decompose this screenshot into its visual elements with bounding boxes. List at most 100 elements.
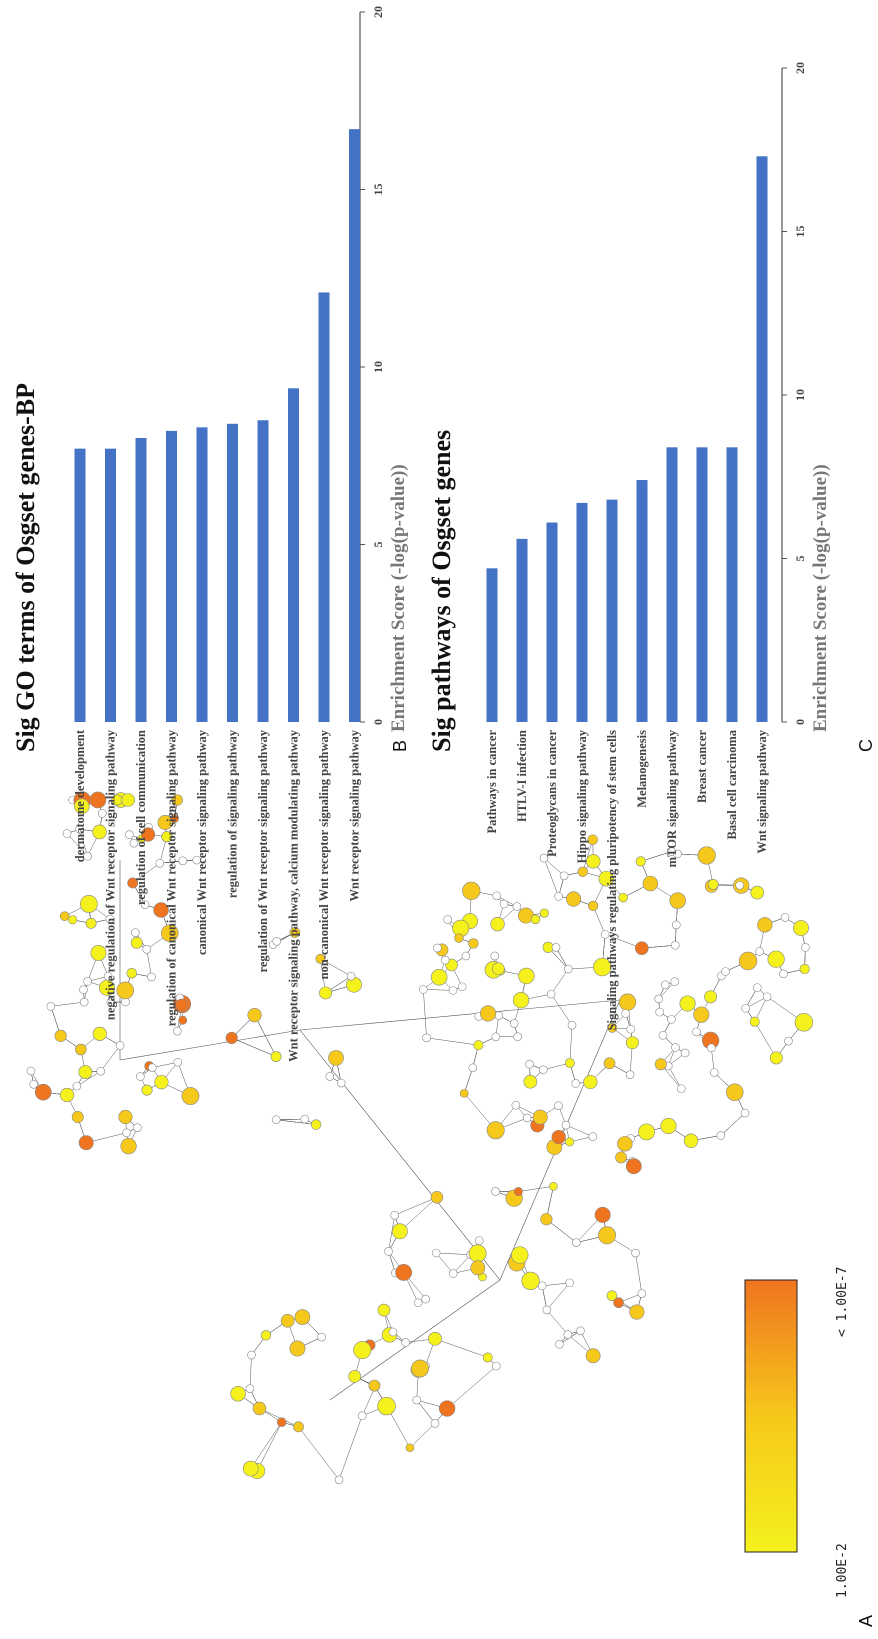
network-node — [735, 880, 744, 890]
category-label: canonical Wnt receptor signaling pathway — [195, 729, 209, 955]
bar — [74, 448, 86, 722]
tick-label: 15 — [793, 226, 807, 238]
pvalue-legend: 1.00E-2 < 1.00E-7 — [744, 1267, 850, 1598]
network-node — [276, 1417, 287, 1428]
network-node — [539, 1065, 548, 1075]
category-label: Wnt signaling pathway — [755, 729, 769, 853]
network-edge — [463, 1067, 474, 1094]
network-node — [116, 981, 135, 1000]
network-node — [513, 1032, 522, 1042]
legend-max-label: < 1.00E-7 — [835, 1267, 850, 1337]
network-node — [618, 892, 628, 903]
network-node — [540, 1213, 553, 1226]
chart-c-axis — [781, 67, 787, 723]
network-node — [625, 1070, 635, 1079]
network-node — [615, 1151, 627, 1164]
network-node — [704, 990, 718, 1004]
network-node — [105, 914, 115, 924]
bar — [105, 448, 116, 722]
network-edge — [146, 949, 152, 977]
network-node — [131, 928, 140, 937]
network-edge — [259, 1408, 299, 1428]
network-node — [391, 1223, 408, 1240]
network-node — [78, 1065, 93, 1079]
network-edge — [423, 989, 454, 991]
network-edge — [426, 1037, 479, 1046]
network-node — [726, 1083, 744, 1102]
network-node — [629, 1304, 645, 1320]
network-edge — [299, 999, 621, 1031]
category-label: regulation of cell communication — [134, 730, 148, 905]
network-node — [348, 1370, 362, 1383]
category-label: Wnt receptor signaling pathway, calcium … — [287, 729, 301, 1062]
network-node — [750, 885, 765, 900]
network-node — [68, 915, 78, 925]
network-node — [272, 936, 281, 946]
network-node — [26, 1066, 36, 1076]
bar — [196, 427, 208, 722]
network-node — [459, 1088, 469, 1098]
network-node — [75, 1043, 87, 1056]
network-node — [129, 838, 139, 848]
network-node — [346, 971, 356, 981]
network-edge — [361, 1386, 376, 1416]
network-node — [170, 814, 179, 823]
network-node — [532, 1109, 548, 1125]
network-edge — [76, 1070, 101, 1087]
bar — [696, 447, 708, 722]
go-terms-chart: Sig GO terms of Osgset genes-BP Enrichme… — [11, 6, 409, 1062]
network-node — [658, 1030, 668, 1040]
network-node — [482, 1352, 493, 1363]
network-node — [539, 908, 549, 918]
network-node — [468, 938, 479, 949]
network-node — [554, 892, 563, 901]
network-node — [598, 870, 615, 887]
network-edge — [416, 1399, 436, 1424]
network-node — [565, 1137, 575, 1147]
network-node — [92, 1026, 107, 1041]
network-edge — [720, 1112, 746, 1136]
network-node — [671, 1043, 680, 1052]
network-node — [271, 1115, 281, 1125]
network-node — [738, 951, 758, 971]
network-node — [79, 997, 89, 1007]
network-node — [637, 1289, 647, 1298]
network-node — [618, 993, 637, 1011]
network-node — [518, 967, 535, 985]
network-node — [430, 1191, 444, 1204]
network-edge — [550, 968, 569, 995]
network-node — [54, 1029, 67, 1042]
network-node — [293, 1421, 304, 1433]
network-node — [577, 866, 588, 877]
network-node — [147, 1063, 157, 1072]
bar — [349, 129, 360, 722]
network-node — [794, 1013, 814, 1032]
network-node — [377, 1396, 396, 1416]
network-nodes — [26, 791, 814, 1485]
category-label: Hippo signaling pathway — [575, 729, 589, 863]
tick-label: 10 — [793, 389, 807, 401]
network-edge — [543, 857, 565, 876]
network-edge — [409, 1423, 436, 1448]
network-edge — [434, 1338, 488, 1358]
network-node — [607, 1022, 618, 1033]
network-edge — [446, 1365, 497, 1409]
network-node — [521, 1271, 540, 1291]
category-label: mTOR signaling pathway — [665, 729, 679, 867]
network-node — [319, 986, 333, 1000]
network-node — [245, 1384, 255, 1393]
network-edge — [152, 1061, 178, 1068]
network-node — [130, 936, 143, 949]
network-node — [122, 1128, 131, 1138]
chart-b-tick-labels: 0 5 10 15 20 — [371, 6, 385, 725]
chart-b-category-labels: dermatome development negative regulation… — [73, 729, 362, 1062]
network-node — [565, 891, 582, 907]
network-node — [767, 950, 785, 968]
bar — [166, 430, 177, 722]
network-node — [511, 1246, 529, 1264]
network-node — [46, 1002, 56, 1011]
network-node — [161, 831, 173, 843]
network-node — [161, 924, 179, 942]
network-edge — [394, 1197, 438, 1216]
